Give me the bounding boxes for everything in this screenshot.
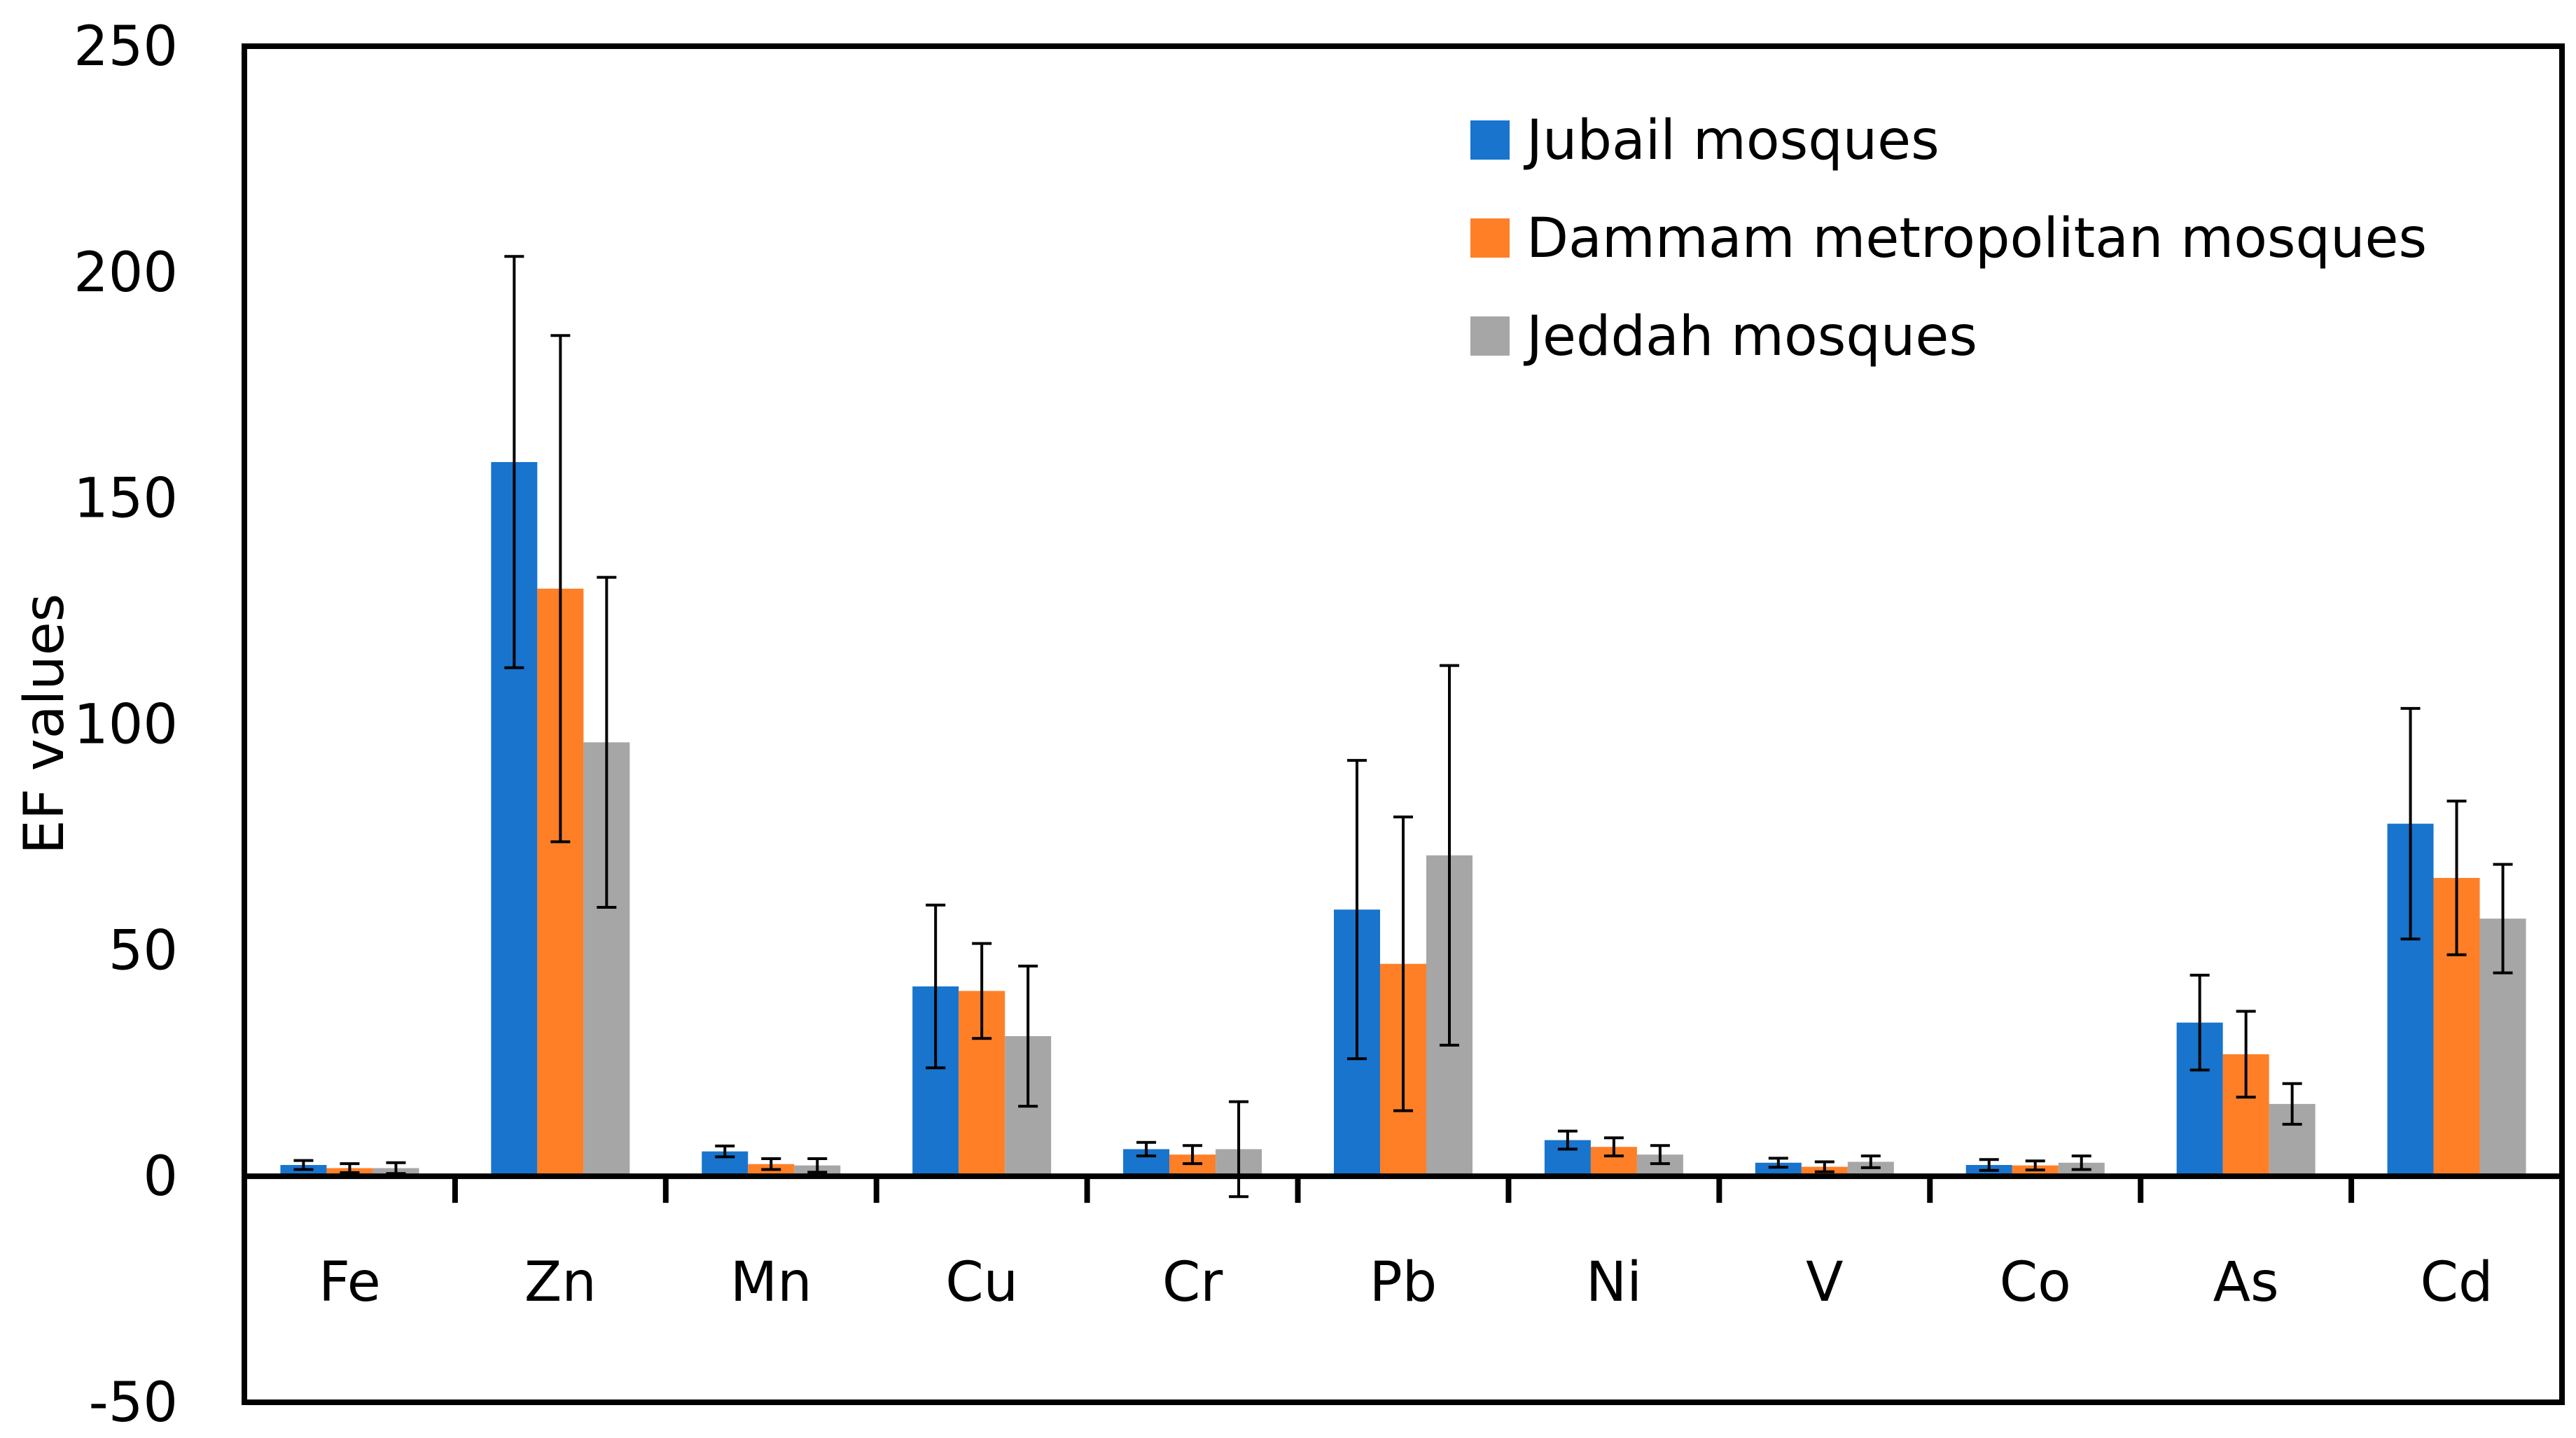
y-tick-label-minus-50: -50: [89, 1371, 178, 1434]
error-bar-v-series-1: [1768, 1157, 1788, 1169]
error-bar-co-series-2: [2025, 1159, 2045, 1172]
error-bar-cd-series-1: [2400, 706, 2421, 941]
error-bar-cu-series-3: [1018, 964, 1038, 1108]
legend-swatch: [1470, 316, 1510, 356]
bar-v-series-1: [1755, 1162, 1802, 1177]
error-bar-ni-series-2: [1603, 1136, 1624, 1158]
legend-swatch: [1470, 120, 1510, 160]
x-tick-label-v: V: [1806, 1251, 1843, 1314]
error-bar-zn-series-3: [597, 575, 617, 909]
x-tick-label-fe: Fe: [319, 1251, 381, 1314]
y-tick-label-200: 200: [74, 242, 178, 305]
y-tick-label-150: 150: [74, 468, 178, 531]
x-tick-label-pb: Pb: [1370, 1251, 1437, 1314]
x-tick-label-cu: Cu: [945, 1251, 1018, 1314]
x-tick-label-as: As: [2213, 1251, 2279, 1314]
y-tick-label-250: 250: [74, 15, 178, 78]
error-bar-as-series-3: [2282, 1082, 2302, 1126]
error-bar-zn-series-1: [504, 255, 524, 669]
error-bar-v-series-3: [1860, 1154, 1881, 1169]
y-tick-label-0: 0: [143, 1145, 178, 1208]
error-bar-v-series-2: [1814, 1160, 1834, 1173]
x-tick-label-co: Co: [2000, 1251, 2071, 1314]
error-bar-cu-series-1: [926, 903, 946, 1070]
error-bar-ni-series-1: [1557, 1129, 1578, 1151]
error-bar-cr-series-3: [1229, 1100, 1249, 1199]
legend: Jubail mosques Dammam metropolitan mosque…: [1470, 109, 2427, 368]
error-bar-cd-series-3: [2493, 863, 2513, 975]
legend-label: Dammam metropolitan mosques: [1526, 207, 2427, 270]
x-tick-label-ni: Ni: [1586, 1251, 1642, 1314]
error-bar-co-series-3: [2071, 1154, 2091, 1171]
error-bar-cr-series-2: [1183, 1144, 1203, 1166]
error-bar-ni-series-3: [1650, 1144, 1670, 1166]
x-tick-label-zn: Zn: [524, 1251, 597, 1314]
error-bar-zn-series-2: [550, 334, 571, 844]
legend-label: Jeddah mosques: [1523, 305, 1977, 368]
error-bar-as-series-2: [2236, 1010, 2256, 1099]
y-axis-title: EF values: [13, 594, 76, 855]
x-tick-label-cd: Cd: [2421, 1251, 2493, 1314]
error-bar-mn-series-3: [807, 1157, 828, 1174]
error-bars-layer: [293, 255, 2513, 1199]
error-bar-cu-series-2: [972, 942, 992, 1040]
y-tick-label-100: 100: [74, 694, 178, 757]
error-bar-fe-series-2: [340, 1162, 360, 1175]
y-tick-label-50: 50: [109, 919, 178, 982]
error-bar-mn-series-2: [761, 1157, 781, 1171]
error-bar-co-series-1: [1979, 1158, 1999, 1172]
error-bar-pb-series-2: [1393, 815, 1413, 1112]
error-bar-pb-series-1: [1347, 759, 1367, 1061]
y-axis: -50 0 50 100 150 200 250: [74, 15, 178, 1434]
x-axis: [244, 1173, 2562, 1203]
x-tick-label-cr: Cr: [1162, 1251, 1223, 1314]
x-tick-labels: Fe Zn Mn Cu Cr Pb Ni V Co As Cd: [319, 1251, 2493, 1314]
legend-item-3: Jeddah mosques: [1470, 305, 1977, 368]
legend-label: Jubail mosques: [1523, 109, 1940, 172]
error-bar-cr-series-1: [1136, 1140, 1157, 1158]
x-tick-label-mn: Mn: [730, 1251, 812, 1314]
error-bar-pb-series-3: [1440, 664, 1459, 1047]
error-bar-fe-series-1: [293, 1159, 314, 1171]
error-bar-as-series-1: [2189, 973, 2210, 1072]
error-bar-mn-series-1: [715, 1144, 735, 1159]
error-bar-cd-series-2: [2446, 800, 2467, 956]
legend-item-1: Jubail mosques: [1470, 109, 1940, 172]
legend-swatch: [1470, 218, 1510, 258]
legend-item-2: Dammam metropolitan mosques: [1470, 207, 2427, 270]
